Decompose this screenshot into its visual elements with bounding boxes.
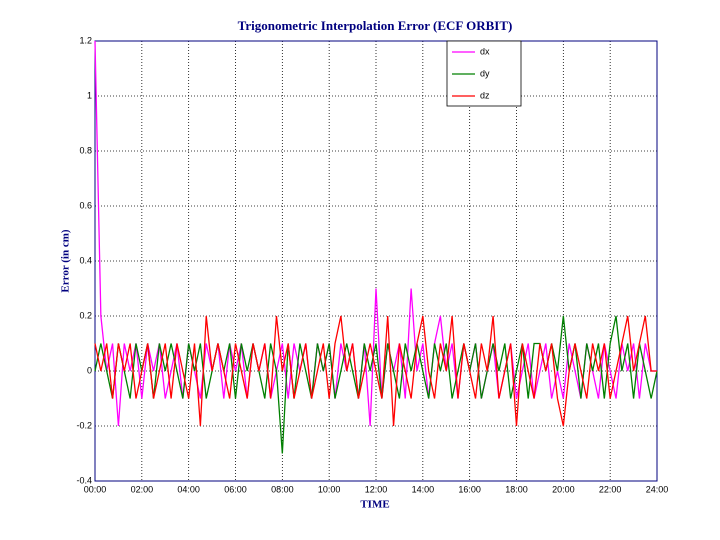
x-axis-label: TIME: [360, 499, 389, 511]
y-tick-label: 0.2: [79, 310, 92, 320]
x-tick-label: 16:00: [458, 484, 481, 494]
y-tick-label: 1.2: [79, 35, 92, 45]
y-tick-label: 0.8: [79, 145, 92, 155]
plot-frame: [94, 40, 658, 482]
x-tick-label: 14:00: [412, 484, 435, 494]
series-line: [94, 315, 657, 427]
y-axis-label: Error (in cm): [60, 229, 72, 292]
x-tick-label: 20:00: [552, 484, 575, 494]
y-tick-label: 0.6: [79, 200, 92, 210]
x-tick-label: 10:00: [318, 484, 341, 494]
x-tick-label: 06:00: [224, 484, 247, 494]
x-tick-label: 12:00: [365, 484, 388, 494]
y-tick-label: 0.4: [79, 255, 92, 265]
legend-label: dy: [480, 68, 490, 78]
legend-label: dx: [480, 46, 490, 56]
legend-label: dz: [480, 90, 490, 100]
x-tick-label: 22:00: [599, 484, 622, 494]
series-line: [94, 315, 658, 454]
x-tick-label: 18:00: [505, 484, 528, 494]
x-tick-label: 08:00: [271, 484, 294, 494]
y-tick-label: 1: [87, 90, 92, 100]
x-tick-label: 02:00: [131, 484, 154, 494]
x-tick-label: 24:00: [646, 484, 669, 494]
y-tick-label: -0.4: [76, 475, 92, 485]
y-tick-label: -0.2: [76, 420, 92, 430]
x-tick-label: 00:00: [84, 484, 107, 494]
chart-title: Trigonometric Interpolation Error (ECF O…: [238, 18, 513, 33]
y-tick-label: 0: [87, 365, 92, 375]
x-tick-label: 04:00: [177, 484, 200, 494]
